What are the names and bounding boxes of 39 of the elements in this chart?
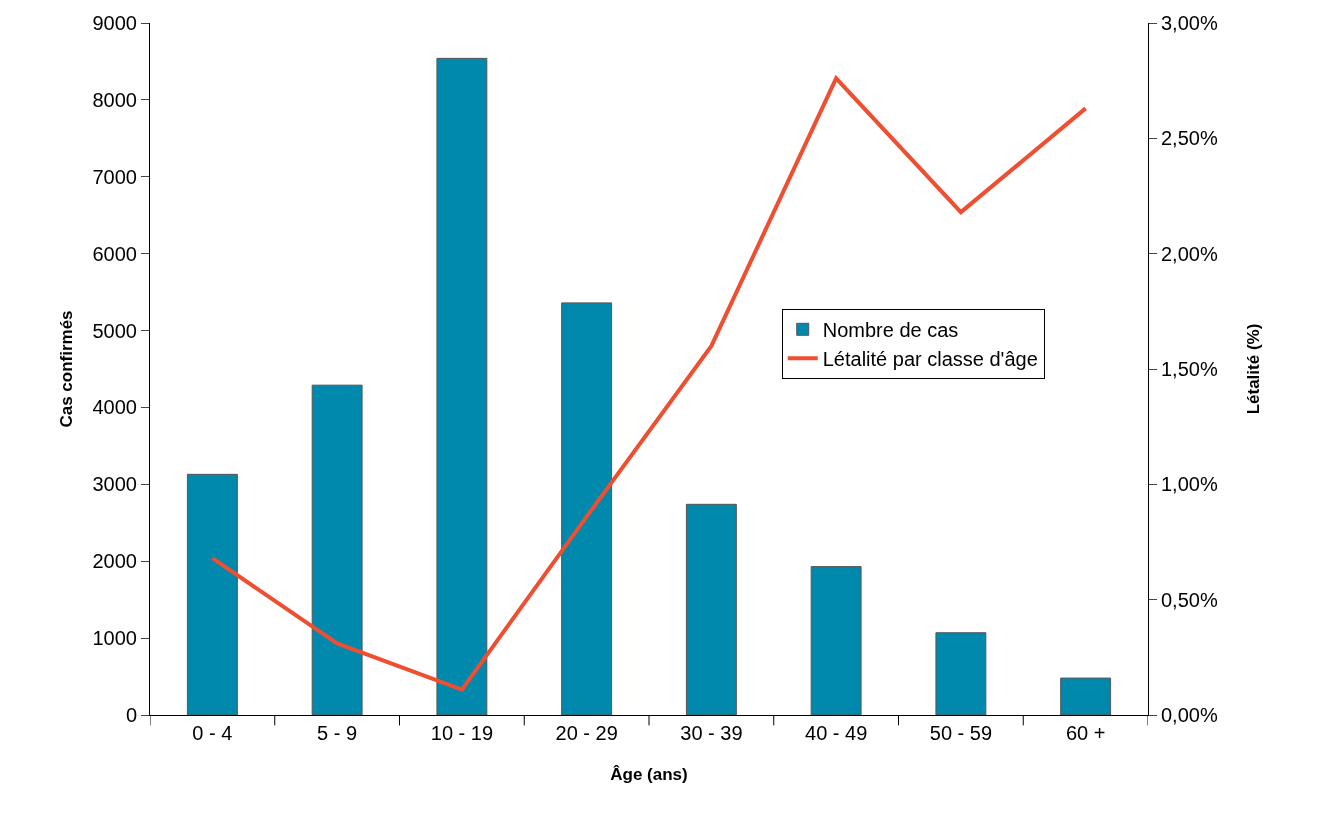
x-tick-label: 50 - 59 <box>929 722 993 744</box>
y-tick-label: 9000 <box>92 12 137 34</box>
bar <box>561 302 613 715</box>
bar <box>935 632 987 715</box>
x-tick-label: 20 - 29 <box>555 722 618 744</box>
y2-axis-title: Létalité (%) <box>1244 323 1264 415</box>
x-tick-label: 40 - 49 <box>805 722 868 744</box>
bar <box>810 566 862 715</box>
x-tick-label: 5 - 9 <box>317 722 358 744</box>
bar <box>186 473 238 715</box>
y2-tick-label: 0,00% <box>1161 704 1218 726</box>
bar <box>311 384 363 715</box>
y2-tick-label: 2,50% <box>1161 127 1218 150</box>
x-tick-label: 60 + <box>1065 722 1106 744</box>
x-tick-label: 30 - 39 <box>680 722 743 744</box>
y2-tick-label: 1,50% <box>1161 358 1218 380</box>
y2-tick-label: 1,00% <box>1161 473 1218 496</box>
line-series <box>210 76 1088 692</box>
y-tick-label: 6000 <box>92 242 137 265</box>
x-tick-label: 10 - 19 <box>430 722 494 744</box>
y2-tick-label: 3,00% <box>1161 12 1218 34</box>
bar <box>436 57 488 715</box>
y-tick-label: 4000 <box>92 396 137 419</box>
y-tick-label: 0 <box>125 704 137 726</box>
y-tick-label: 1000 <box>92 627 137 650</box>
legend-label: Nombre de cas <box>822 319 959 342</box>
y2-tick-label: 2,00% <box>1161 242 1218 265</box>
x-tick-label: 0 - 4 <box>192 722 233 744</box>
bar <box>1060 677 1112 715</box>
bar <box>685 503 737 715</box>
y-tick-label: 2000 <box>92 550 137 573</box>
y-tick-label: 8000 <box>92 88 137 111</box>
legend-label: Létalité par classe d'âge <box>822 348 1038 371</box>
y-axis-title: Cas confirmés <box>57 310 77 428</box>
y-tick-label: 7000 <box>92 165 137 188</box>
y-tick-label: 3000 <box>92 473 137 496</box>
y2-tick-label: 0,50% <box>1161 588 1218 611</box>
x-axis-title: Âge (ans) <box>610 765 688 785</box>
y-tick-label: 5000 <box>92 319 137 342</box>
